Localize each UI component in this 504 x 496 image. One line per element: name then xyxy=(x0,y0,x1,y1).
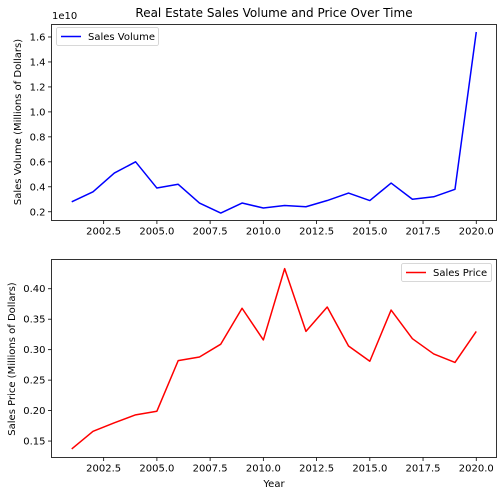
series-line-sales-price xyxy=(71,267,477,450)
y-tick-label: 0.2 xyxy=(30,207,46,218)
y-tick-label: 1.6 xyxy=(30,32,46,43)
x-tick-label: 2012.5 xyxy=(299,227,334,238)
x-tick-label: 2020.0 xyxy=(459,464,494,475)
legend-box xyxy=(56,27,159,46)
x-tick-label: 2007.5 xyxy=(193,464,228,475)
y-ticks: 0.15 0.20 0.25 0.30 0.35 0.40 xyxy=(23,284,52,448)
y-tick-label: 1.2 xyxy=(30,82,46,93)
x-ticks: 2002.5 2005.0 2007.5 2010.0 2012.5 2015.0 2017… xyxy=(86,220,494,238)
y-tick-label: 1.0 xyxy=(30,107,46,118)
y-axis-label: Sales Volume (Millions of Dollars) xyxy=(13,39,24,205)
x-tick-label: 2015.0 xyxy=(352,227,387,238)
series-lines xyxy=(71,31,478,214)
series-line-sales-volume xyxy=(71,31,478,214)
legend-label-sales-price: Sales Price xyxy=(433,268,487,279)
y-axis-label: Sales Price (Millions of Dollars) xyxy=(7,282,18,435)
legend: Sales Price xyxy=(401,263,492,282)
x-tick-label: 2012.5 xyxy=(299,464,334,475)
legend-box xyxy=(401,263,492,282)
y-axis-multiplier: 1e10 xyxy=(52,11,77,22)
plot-frame xyxy=(51,259,497,458)
x-tick-label: 2010.0 xyxy=(246,227,281,238)
y-tick-label: 0.6 xyxy=(30,157,46,168)
legend-label-sales-volume: Sales Volume xyxy=(88,32,155,43)
x-ticks: 2002.5 2005.0 2007.5 2010.0 2012.5 2015.0 2017… xyxy=(86,457,494,475)
y-tick-label: 0.35 xyxy=(23,315,45,326)
legend: Sales Volume xyxy=(56,27,159,46)
y-tick-label: 0.25 xyxy=(23,376,45,387)
x-tick-label: 2020.0 xyxy=(459,227,494,238)
x-tick-label: 2015.0 xyxy=(352,464,387,475)
x-tick-label: 2005.0 xyxy=(139,227,174,238)
y-tick-label: 0.15 xyxy=(23,437,45,448)
y-tick-label: 0.4 xyxy=(30,182,46,193)
plot-frame xyxy=(51,24,497,221)
x-tick-label: 2007.5 xyxy=(193,227,228,238)
y-tick-label: 0.8 xyxy=(30,132,46,143)
series-lines xyxy=(71,267,477,450)
x-tick-label: 2017.5 xyxy=(406,464,441,475)
y-tick-label: 1.4 xyxy=(30,57,46,68)
x-tick-label: 2005.0 xyxy=(139,464,174,475)
y-tick-label: 0.30 xyxy=(23,345,45,356)
chart-title: Real Estate Sales Volume and Price Over … xyxy=(135,6,412,20)
sales-price-chart: Sales Price (Millions of Dollars) Year 0… xyxy=(7,259,497,490)
y-ticks: 0.2 0.4 0.6 0.8 1.0 1.2 1.4 1.6 xyxy=(30,32,52,218)
y-tick-label: 0.40 xyxy=(23,284,45,295)
x-tick-label: 2017.5 xyxy=(406,227,441,238)
x-axis-label: Year xyxy=(262,479,285,490)
y-tick-label: 0.20 xyxy=(23,406,45,417)
x-tick-label: 2002.5 xyxy=(86,227,121,238)
x-tick-label: 2010.0 xyxy=(246,464,281,475)
sales-volume-chart: Real Estate Sales Volume and Price Over … xyxy=(13,6,497,238)
x-tick-label: 2002.5 xyxy=(86,464,121,475)
